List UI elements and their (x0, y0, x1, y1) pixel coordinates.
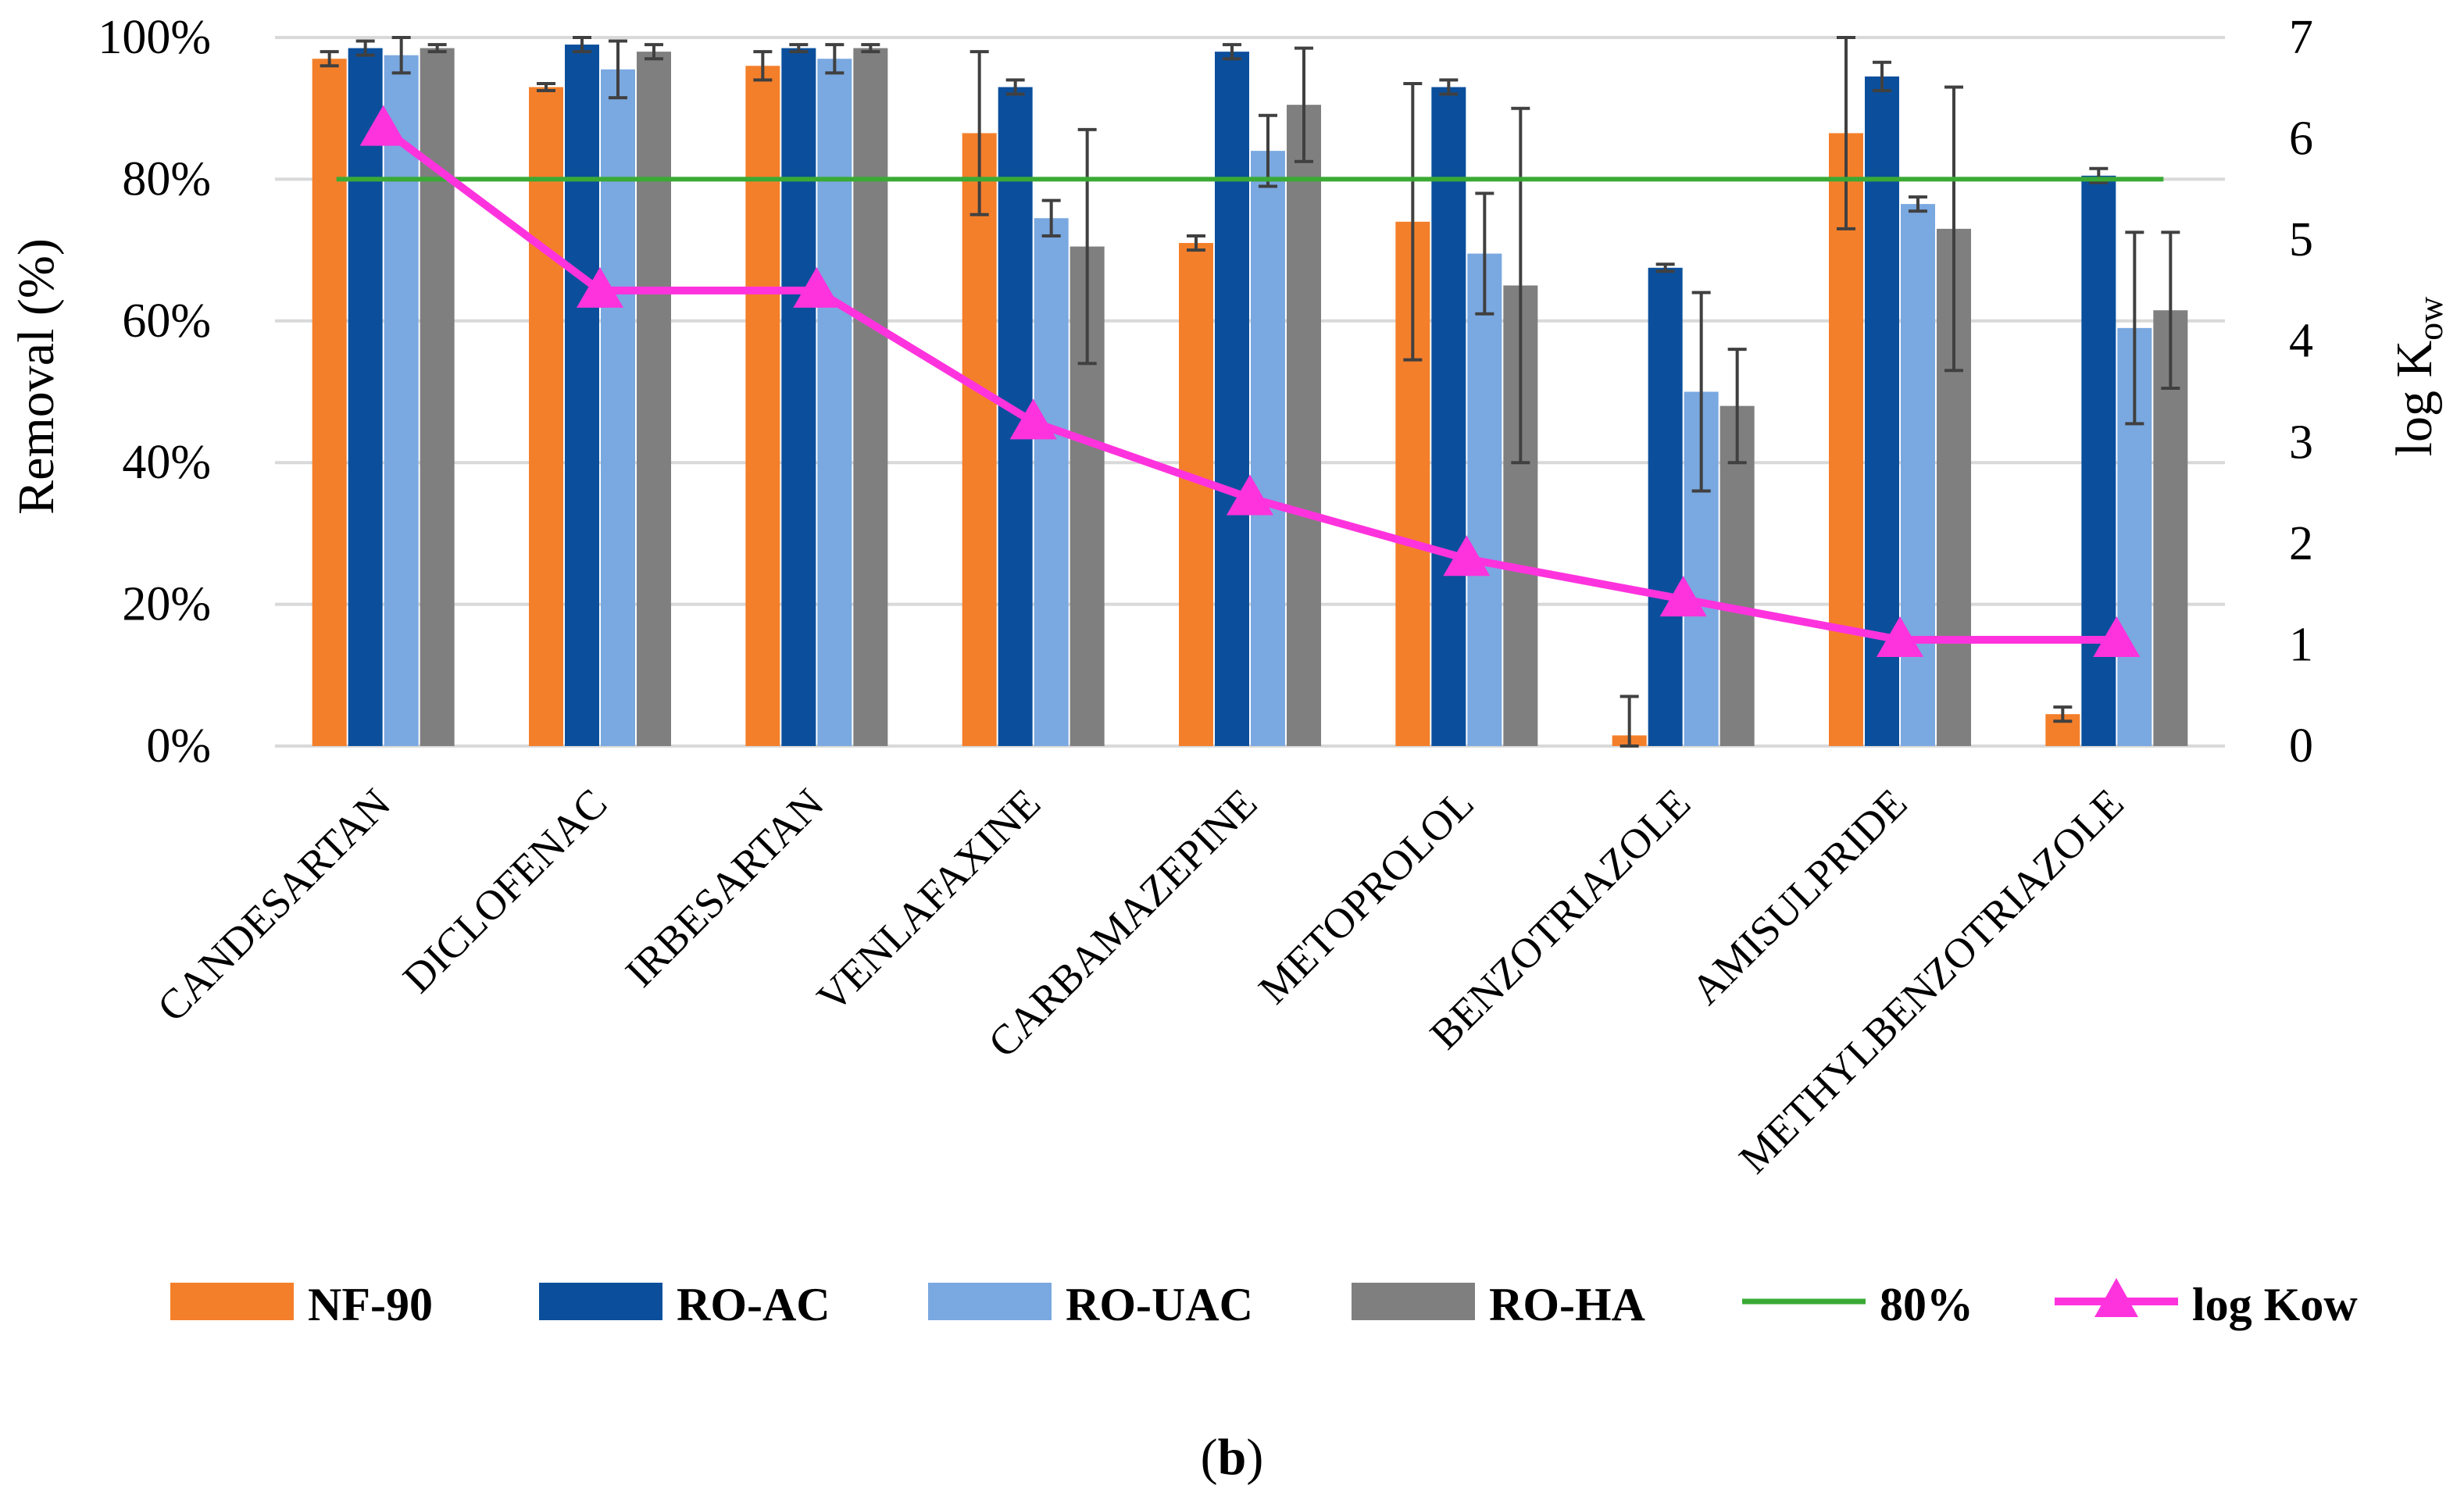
legend: NF-90 RO-AC RO-UAC RO-HA 80% log Kow (170, 1278, 2358, 1330)
bar (1179, 243, 1213, 746)
bar (1901, 204, 1935, 746)
legend-marker (2094, 1278, 2138, 1317)
bar (420, 48, 455, 747)
line-marker (1227, 474, 1273, 516)
legend-label: 80% (1880, 1279, 1973, 1330)
bar (1215, 52, 1249, 746)
error-bars (320, 36, 2180, 748)
y2-axis-title-sub: ow (2410, 296, 2450, 341)
bar (1648, 267, 1683, 746)
y-tick-label: 100% (98, 11, 211, 64)
bar (962, 133, 997, 746)
category-label: DICLOFENAC (394, 780, 616, 1001)
category-label: METHYLBENZOTRIAZOLE (1730, 780, 2132, 1182)
bar (2081, 175, 2116, 747)
legend-label: NF-90 (308, 1279, 433, 1330)
category-label: IRBESARTAN (616, 780, 833, 996)
legend-label: RO-HA (1489, 1279, 1645, 1330)
line-marker (577, 266, 623, 308)
line-marker (1659, 576, 1707, 617)
bar (745, 66, 780, 746)
bar (312, 59, 347, 746)
bar-series (312, 45, 2188, 747)
y2-tick-label: 0 (2289, 719, 2313, 773)
panel-caption-open: ( (1201, 1429, 1218, 1486)
bar (637, 52, 671, 746)
bar (348, 48, 383, 747)
panel-caption-close: ) (1246, 1429, 1263, 1486)
bar (529, 87, 563, 747)
category-label: CANDESARTAN (148, 780, 399, 1030)
bar (1251, 151, 1285, 746)
y-tick-label: 0% (146, 719, 211, 773)
bar (601, 69, 635, 746)
legend-label: log Kow (2192, 1279, 2358, 1330)
bar (1467, 253, 1502, 746)
line-marker (793, 266, 841, 308)
y-tick-label: 20% (122, 578, 211, 631)
y2-tick-label: 3 (2289, 416, 2313, 469)
y2-tick-label: 1 (2289, 618, 2313, 671)
bar (384, 55, 419, 747)
legend-swatch (1352, 1283, 1475, 1320)
y-axis-title: Removal (%) (8, 238, 65, 515)
line-marker (1877, 616, 1923, 657)
y2-axis-title: log Kow (2386, 296, 2450, 457)
y2-tick-label: 2 (2289, 517, 2313, 570)
category-label: AMISULPRIDE (1682, 780, 1916, 1013)
line-marker (1009, 398, 1057, 440)
legend-swatch (928, 1283, 1052, 1320)
y2-tick-label: 7 (2289, 11, 2313, 64)
legend-swatch (170, 1283, 294, 1320)
category-label: METOPROLOL (1249, 780, 1482, 1012)
y-tick-label: 80% (122, 152, 211, 205)
y2-axis-title-main: log K (2386, 341, 2443, 457)
bar (1431, 87, 1466, 747)
line-marker (359, 105, 407, 146)
bar (817, 59, 852, 746)
legend-label: RO-AC (677, 1279, 830, 1330)
y2-tick-label: 6 (2289, 112, 2313, 166)
bar (565, 45, 599, 746)
y2-tick-label: 5 (2289, 213, 2313, 266)
bar (1829, 133, 1863, 746)
bar (853, 48, 888, 747)
left-axis-ticks: 0% 20% 40% 60% 80% 100% (98, 11, 211, 773)
bar (781, 48, 816, 747)
panel-caption-letter: b (1218, 1429, 1247, 1486)
line-marker (1443, 535, 1491, 577)
line-series (336, 105, 2164, 657)
category-label: VENLAFAXINE (808, 780, 1049, 1021)
panel-caption: (b) (1201, 1429, 1264, 1486)
y-tick-label: 60% (122, 295, 211, 348)
legend-label: RO-UAC (1066, 1279, 1253, 1330)
right-axis-ticks: 0 1 2 3 4 5 6 7 (2289, 11, 2313, 773)
line-marker (2093, 616, 2141, 657)
y-tick-label: 40% (122, 436, 211, 489)
legend-swatch (539, 1283, 662, 1320)
y2-tick-label: 4 (2289, 315, 2313, 368)
bar (1287, 105, 1321, 747)
bar (1034, 218, 1069, 746)
